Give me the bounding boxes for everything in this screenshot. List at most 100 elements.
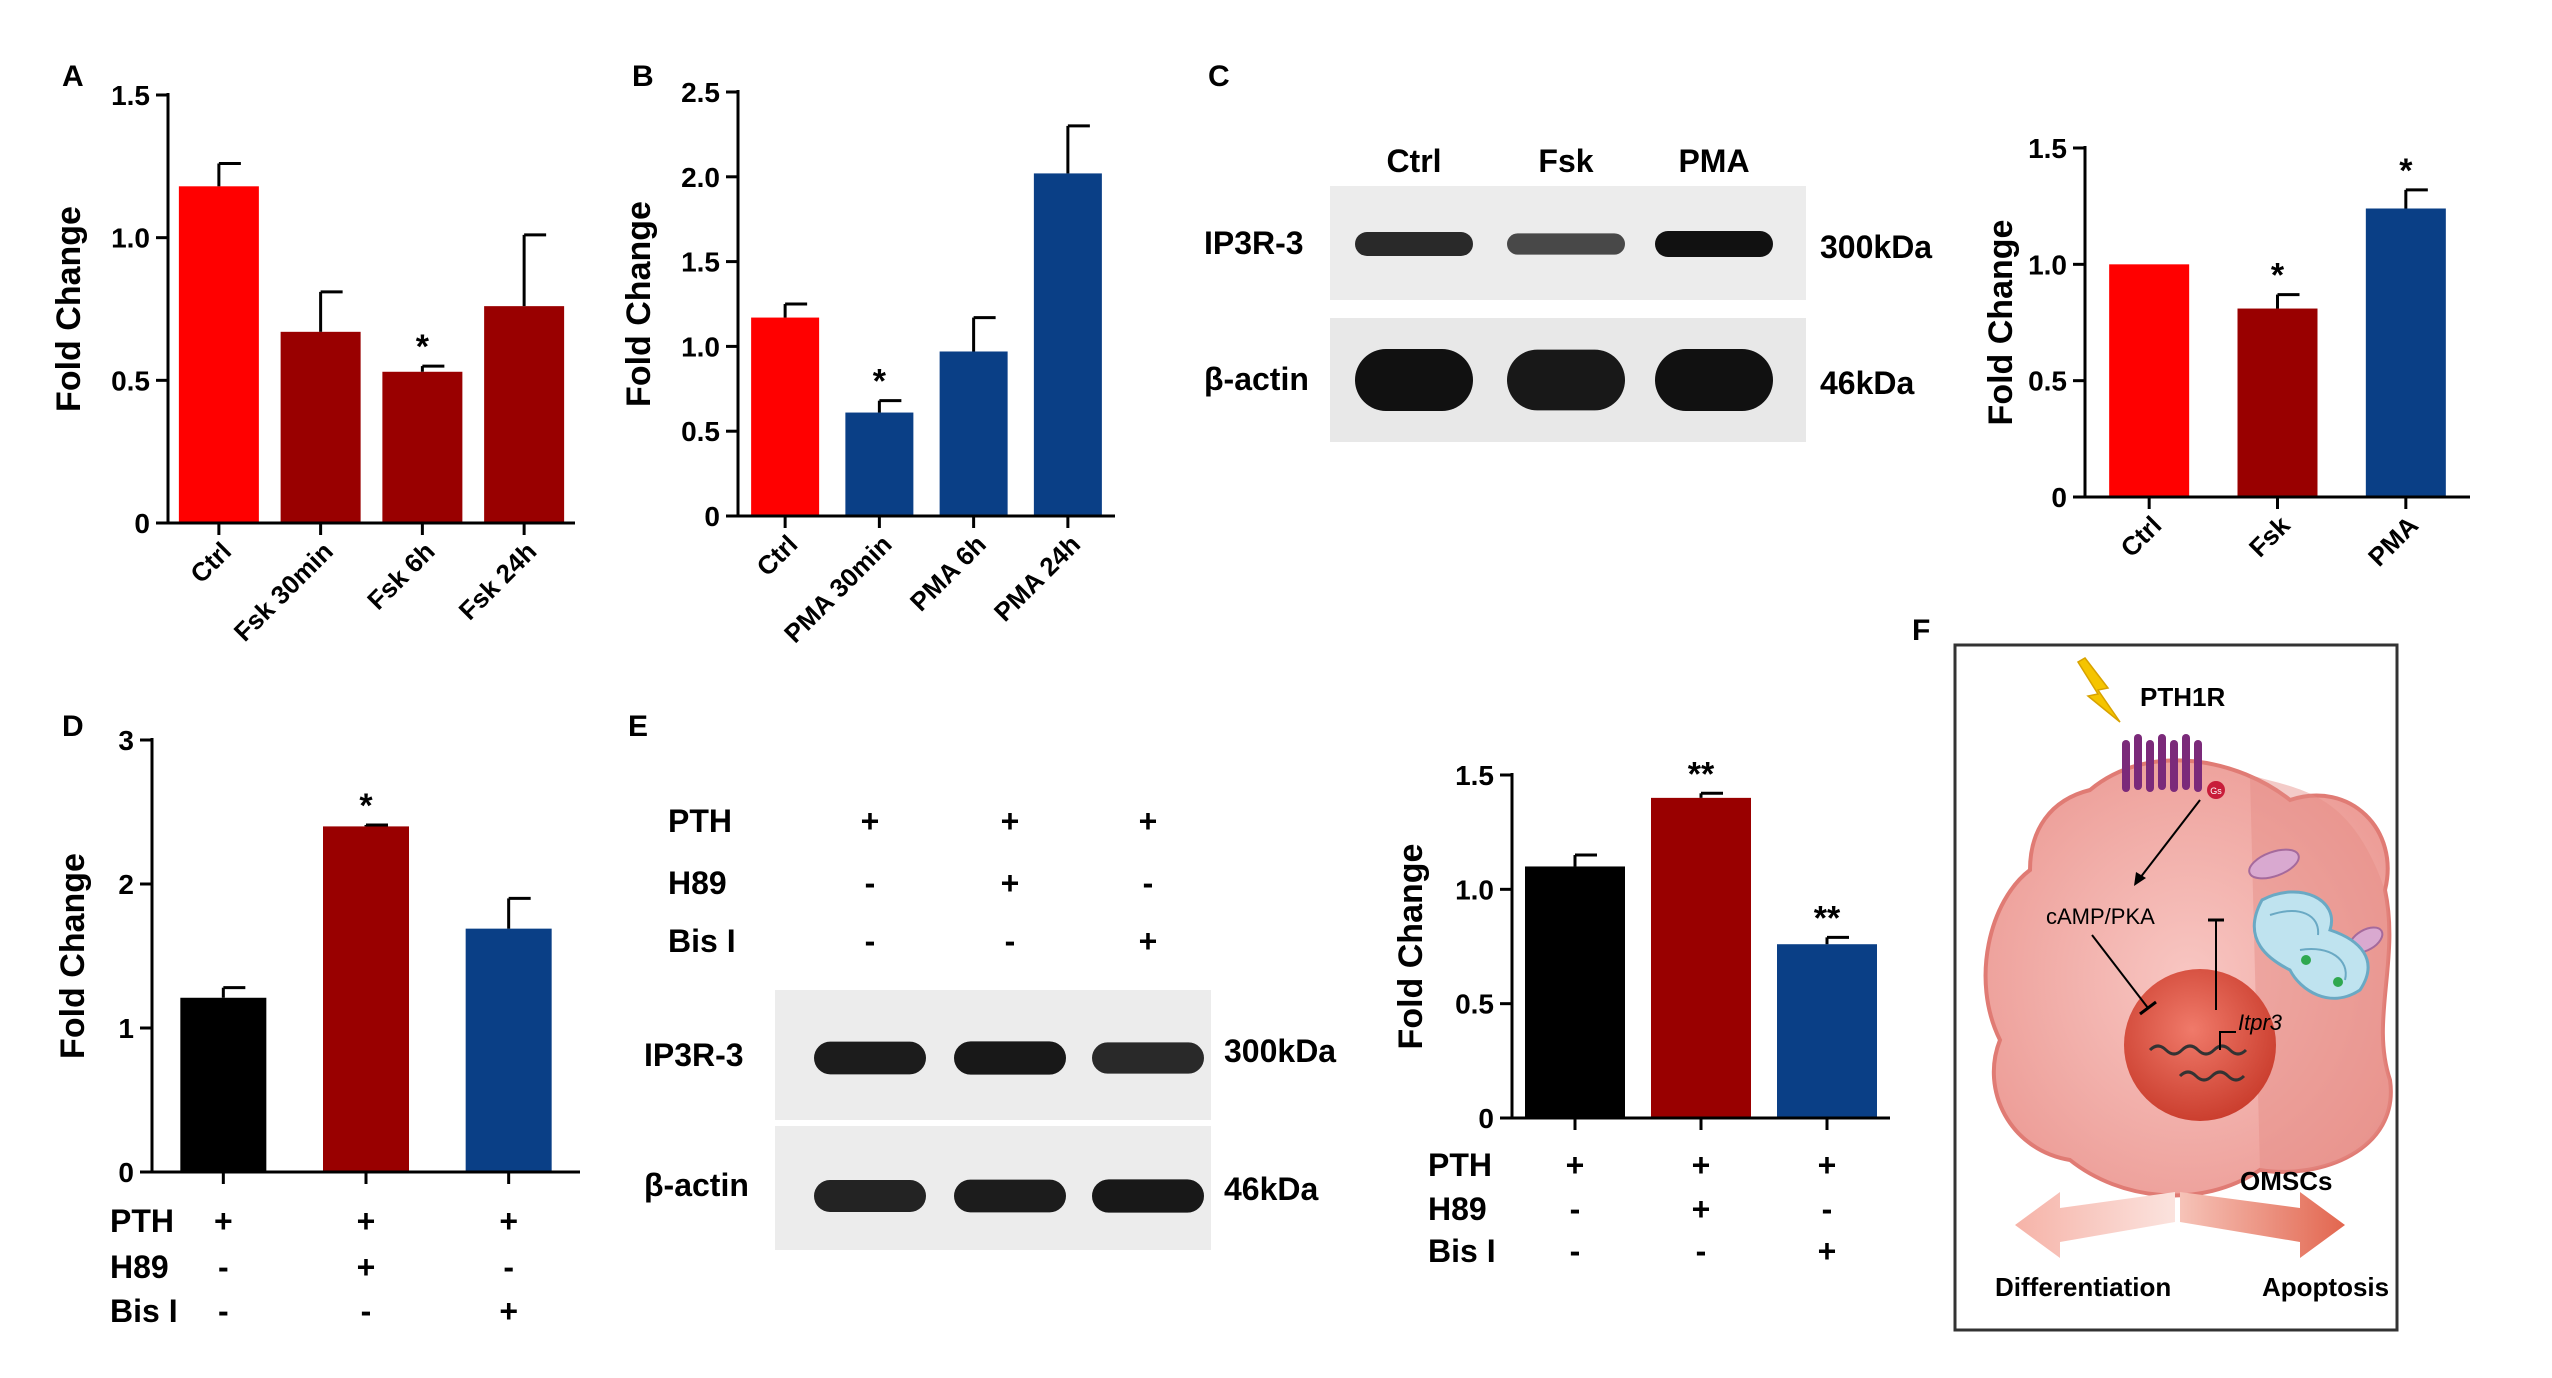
signal-arrowhead [2134, 872, 2146, 886]
x-tick-label: PMA 24h [988, 529, 1086, 627]
bar [323, 826, 409, 1172]
y-tick-label: 1.5 [111, 80, 150, 111]
treatment-mark: - [1696, 1233, 1707, 1269]
treatment-mark: - [865, 923, 876, 959]
y-axis-label: Fold Change [620, 201, 658, 407]
y-tick-label: 1.5 [1455, 760, 1494, 791]
significance-marker: ** [1814, 899, 1841, 937]
panel-label-c: C [1208, 60, 1230, 93]
bar [2109, 264, 2190, 497]
y-tick-label: 1.0 [111, 223, 150, 254]
differentiation-label: Differentiation [1995, 1272, 2171, 1302]
lightning-bolt-icon [2076, 657, 2121, 723]
western-blot-panel-c: C Ctrl Fsk PMA IP3R-3 β-actin 300kDa 46k… [1204, 60, 1932, 442]
er-fold [2299, 948, 2347, 981]
bar [280, 331, 361, 523]
y-tick-label: 0.5 [111, 365, 150, 396]
treatment-mark: + [1001, 803, 1020, 839]
treatment-mark: - [1570, 1191, 1581, 1227]
y-tick-label: 2.5 [681, 77, 720, 108]
treatment-label: Bis I [668, 923, 736, 959]
treatment-mark: - [1570, 1233, 1581, 1269]
chart-panel-e: ** ** 0 0.5 1.0 1.5 Fold Change PTH + + + H89 - + - Bis… [1392, 755, 1890, 1269]
blot-band [1092, 1179, 1204, 1213]
x-tick-label: Ctrl [2115, 510, 2168, 563]
y-tick-label: 0 [118, 1157, 134, 1188]
x-tick-label: PMA [2362, 510, 2424, 572]
treatment-label: H89 [668, 865, 727, 901]
gs-protein-icon [2207, 781, 2225, 799]
y-tick-label: 1.0 [2028, 249, 2067, 280]
blot-band [1355, 349, 1473, 411]
treatment-mark: + [1692, 1147, 1711, 1183]
y-tick-label: 1.0 [1455, 874, 1494, 905]
treatment-mark: + [499, 1293, 518, 1329]
bar [2365, 208, 2446, 497]
panel-label-f: F [1912, 614, 1930, 647]
blot-band [954, 1179, 1066, 1213]
y-tick-label: 0.5 [2028, 366, 2067, 397]
bar [1777, 944, 1877, 1118]
chart-panel-d: D * 0 1 2 3 Fold Change PTH + + + H89 - + - Bis I - - + [54, 710, 580, 1329]
gs-label: Gs [2210, 786, 2222, 796]
x-tick-label: Ctrl [750, 529, 803, 582]
treatment-label: Bis I [110, 1293, 178, 1329]
treatment-mark: + [357, 1203, 376, 1239]
blot-c-size-label: 46kDa [1820, 365, 1915, 401]
x-tick-label: Fsk 24h [453, 536, 543, 626]
blot-c-bands [1355, 231, 1773, 411]
y-axis-label: Fold Change [50, 206, 88, 412]
significance-marker: ** [1688, 755, 1715, 793]
apoptosis-arrow [2180, 1192, 2345, 1258]
blot-band [1655, 231, 1773, 257]
treatment-mark: + [357, 1249, 376, 1285]
blot-band [954, 1041, 1066, 1075]
blot-band [814, 1180, 926, 1212]
bar [845, 412, 914, 516]
treatment-label: H89 [110, 1249, 169, 1285]
treatment-mark: + [861, 803, 880, 839]
significance-marker: * [416, 328, 430, 366]
treatment-mark: + [1818, 1147, 1837, 1183]
y-tick-label: 1.5 [681, 247, 720, 278]
treatment-label: Bis I [1428, 1233, 1496, 1269]
x-tick-label: Fsk 30min [228, 536, 339, 647]
western-blot-panel-e: E PTH + + + H89 - + - Bis I - - + IP3R-3 β-actin 30… [628, 710, 1336, 1250]
treatment-mark: - [1005, 923, 1016, 959]
signal-arrow [2139, 799, 2201, 879]
treatment-mark: - [218, 1249, 229, 1285]
differentiation-arrow [2015, 1192, 2175, 1258]
treatment-mark: - [503, 1249, 514, 1285]
bar [484, 306, 565, 523]
y-axis-label: Fold Change [1392, 844, 1430, 1050]
apoptosis-label: Apoptosis [2262, 1272, 2389, 1302]
nucleus [2124, 969, 2276, 1121]
y-tick-label: 0 [1478, 1103, 1494, 1134]
mitochondrion-icon [2248, 848, 2300, 880]
bar [751, 317, 820, 516]
treatment-mark: + [1139, 923, 1158, 959]
panel-label-e: E [628, 710, 648, 743]
bar [178, 186, 259, 523]
significance-marker: * [2399, 152, 2413, 190]
treatment-mark: - [1143, 865, 1154, 901]
transcription-arrow [2219, 1031, 2236, 1050]
blot-e-size-label: 46kDa [1224, 1171, 1319, 1207]
dna-strand [2178, 1070, 2246, 1082]
blot-band [814, 1041, 926, 1075]
y-tick-label: 0.5 [1455, 989, 1494, 1020]
treatment-mark: + [1818, 1233, 1837, 1269]
bar [1651, 797, 1751, 1118]
treatment-label: H89 [1428, 1191, 1487, 1227]
inhibition-bar [2139, 1000, 2157, 1016]
y-tick-label: 0 [704, 501, 720, 532]
blot-band [1355, 232, 1473, 256]
inhibition-line [2091, 934, 2149, 1009]
blot-c-lane-label: Ctrl [1386, 143, 1441, 179]
blot-c-size-label: 300kDa [1820, 229, 1932, 265]
blot-c-lane-label: Fsk [1538, 143, 1593, 179]
y-tick-label: 3 [118, 725, 134, 756]
